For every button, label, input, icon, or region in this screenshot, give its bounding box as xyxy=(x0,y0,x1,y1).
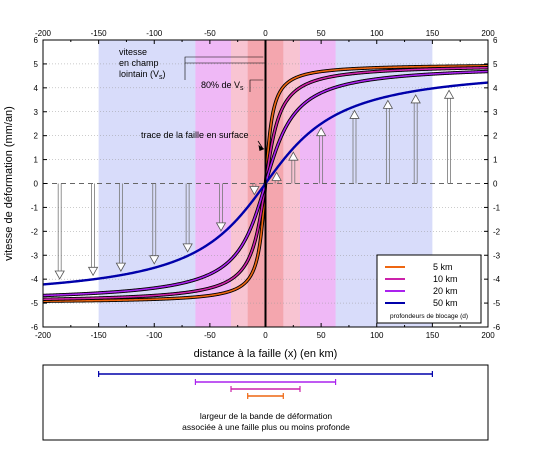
percent-vs-label: 80% de Vs xyxy=(201,80,244,92)
x-tick-label-bottom: 50 xyxy=(317,331,326,340)
x-tick-label-bottom: 150 xyxy=(426,331,440,340)
y-tick-label-left: -4 xyxy=(31,275,39,284)
x-tick-label-bottom: -150 xyxy=(91,331,108,340)
far-field-bracket xyxy=(184,56,264,80)
deformation-width-bars xyxy=(98,371,433,399)
y-tick-label-right: 6 xyxy=(493,36,498,45)
fault-trace-label: trace de la faille en surface xyxy=(141,130,249,140)
y-tick-label-right: -1 xyxy=(493,203,501,212)
far-field-label-sub: s xyxy=(159,74,163,81)
arrow-head xyxy=(443,89,455,99)
y-tick-label-right: -4 xyxy=(493,275,501,284)
far-field-label-line3: lointain (Vs) xyxy=(119,69,166,81)
legend-label-5km: 5 km xyxy=(433,262,453,272)
velocity-arrows xyxy=(54,89,455,280)
arrow-head xyxy=(87,266,99,277)
arrow-head xyxy=(149,255,160,265)
x-tick-label-bottom: -100 xyxy=(146,331,163,340)
y-tick-label-right: 3 xyxy=(493,108,498,117)
trace-leader xyxy=(257,140,263,149)
far-field-label-line2: en champ xyxy=(119,58,159,68)
x-tick-label-top: 0 xyxy=(263,29,268,38)
widths-caption-line1: largeur de la bande de déformation xyxy=(200,411,333,421)
y-tick-label-left: 5 xyxy=(34,60,39,69)
arrow-head xyxy=(215,222,227,232)
legend-note: profondeurs de blocage (d) xyxy=(390,313,468,320)
y-tick-label-right: -3 xyxy=(493,251,501,260)
percent-vs-main: 80% de V xyxy=(201,80,240,90)
arrow-head xyxy=(382,99,394,109)
y-tick-label-left: 3 xyxy=(34,108,39,117)
annotation-leader-lines xyxy=(184,56,266,151)
far-field-label-close: ) xyxy=(163,69,166,79)
y-tick-label-left: -3 xyxy=(31,251,39,260)
legend-label-50km: 50 km xyxy=(433,298,458,308)
legend-label-10km: 10 km xyxy=(433,274,458,284)
x-tick-label-bottom: -200 xyxy=(35,331,52,340)
arrow-head xyxy=(271,171,282,181)
x-tick-label-top: 150 xyxy=(426,29,440,38)
arrow-head xyxy=(315,126,327,137)
x-tick-label-bottom: 0 xyxy=(263,331,268,340)
y-tick-label-right: 0 xyxy=(493,180,498,189)
x-tick-label-bottom: 100 xyxy=(370,331,384,340)
arrow-head xyxy=(115,262,127,272)
x-tick-label-top: 100 xyxy=(370,29,384,38)
arrow-head xyxy=(182,243,193,253)
y-tick-label-right: -2 xyxy=(493,227,501,236)
y-tick-label-left: -5 xyxy=(31,299,39,308)
percent-vs-sub: s xyxy=(240,85,244,92)
x-tick-label-top: 200 xyxy=(481,29,495,38)
y-tick-label-right: -5 xyxy=(493,299,501,308)
arrow-head xyxy=(410,94,421,104)
far-field-label-line1: vitesse xyxy=(119,47,147,57)
y-tick-label-left: 2 xyxy=(34,132,39,141)
x-tick-label-top: 50 xyxy=(317,29,326,38)
y-tick-label-right: -6 xyxy=(493,323,501,332)
x-tick-label-bottom: 200 xyxy=(481,331,495,340)
y-tick-label-left: 1 xyxy=(34,156,39,165)
legend-items: 5 km 10 km 20 km 50 km xyxy=(385,262,458,308)
y-tick-label-right: 5 xyxy=(493,60,498,69)
x-tick-label-top: -150 xyxy=(91,29,108,38)
y-tick-label-left: 0 xyxy=(34,180,39,189)
arrow-head xyxy=(288,151,299,161)
far-field-label-main: lointain (V xyxy=(119,69,159,79)
percent-bracket xyxy=(249,79,264,92)
y-tick-label-right: 2 xyxy=(493,132,498,141)
y-tick-label-left: -1 xyxy=(31,203,39,212)
y-tick-label-left: -2 xyxy=(31,227,39,236)
x-tick-label-top: -100 xyxy=(146,29,163,38)
arrow-head xyxy=(249,186,260,196)
legend-label-20km: 20 km xyxy=(433,286,458,296)
x-tick-label-top: -50 xyxy=(204,29,216,38)
widths-caption-line2: associée à une faille plus ou moins prof… xyxy=(182,422,350,432)
widths-panel: largeur de la bande de déformation assoc… xyxy=(42,364,489,441)
legend: 5 km 10 km 20 km 50 km profondeurs de bloca… xyxy=(376,254,482,324)
annotations: vitesse en champ lointain (Vs) 80% de Vs… xyxy=(119,47,266,151)
arrow-head xyxy=(54,270,65,280)
widths-panel-box xyxy=(42,364,489,441)
x-tick-label-bottom: -50 xyxy=(204,331,216,340)
y-tick-label-right: 1 xyxy=(493,156,498,165)
axis-ticks: -200-200-150-150-100-100-50-500050501001… xyxy=(31,29,501,340)
x-axis-title: distance à la faille (x) (en km) xyxy=(194,348,338,360)
y-tick-label-left: 4 xyxy=(34,84,39,93)
y-tick-label-left: -6 xyxy=(31,323,39,332)
y-tick-label-right: 4 xyxy=(493,84,498,93)
y-tick-label-left: 6 xyxy=(34,36,39,45)
y-axis-title: vitesse de déformation (mm/an) xyxy=(3,106,15,261)
arrow-head xyxy=(349,109,360,119)
x-tick-label-top: -200 xyxy=(35,29,52,38)
trace-leader-head xyxy=(258,145,265,151)
